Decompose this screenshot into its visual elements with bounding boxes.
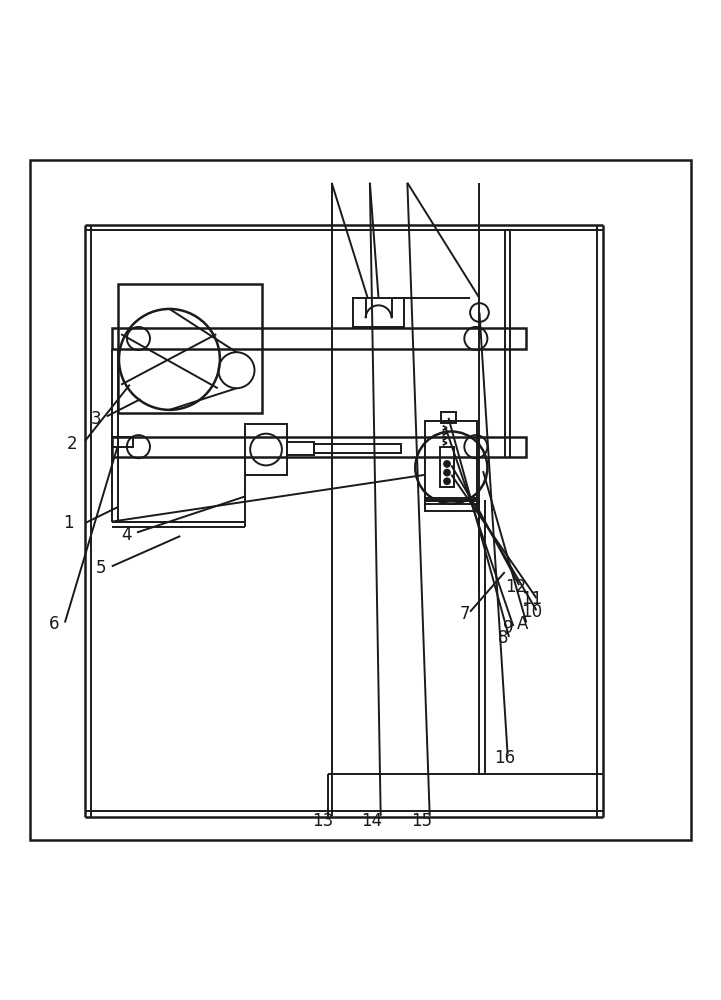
Circle shape bbox=[444, 461, 450, 467]
Bar bbox=[112, 437, 526, 457]
Text: 12: 12 bbox=[505, 578, 527, 596]
Text: 9: 9 bbox=[503, 619, 513, 637]
Text: 1: 1 bbox=[63, 514, 74, 532]
Bar bbox=[353, 298, 404, 327]
Text: 13: 13 bbox=[311, 812, 333, 830]
Text: 16: 16 bbox=[494, 749, 516, 767]
Text: 3: 3 bbox=[91, 410, 101, 428]
Circle shape bbox=[444, 470, 450, 475]
Text: 5: 5 bbox=[96, 559, 106, 577]
Bar bbox=[314, 444, 401, 453]
Text: 7: 7 bbox=[460, 605, 470, 623]
Text: 11: 11 bbox=[521, 590, 543, 608]
Bar bbox=[112, 437, 133, 447]
Bar bbox=[112, 328, 526, 349]
Text: 8: 8 bbox=[498, 629, 508, 647]
Bar bbox=[425, 501, 477, 511]
Bar bbox=[245, 424, 287, 475]
Bar bbox=[440, 447, 454, 487]
Bar bbox=[425, 421, 477, 500]
Bar bbox=[441, 412, 456, 423]
Bar bbox=[425, 498, 477, 504]
Circle shape bbox=[444, 478, 450, 484]
Text: 4: 4 bbox=[121, 526, 131, 544]
Text: A: A bbox=[517, 615, 528, 633]
Bar bbox=[118, 284, 262, 413]
Text: 15: 15 bbox=[411, 812, 433, 830]
Text: 10: 10 bbox=[521, 603, 543, 621]
Bar bbox=[287, 442, 314, 455]
Text: 14: 14 bbox=[361, 812, 383, 830]
Text: 6: 6 bbox=[49, 615, 59, 633]
Text: 2: 2 bbox=[67, 435, 77, 453]
